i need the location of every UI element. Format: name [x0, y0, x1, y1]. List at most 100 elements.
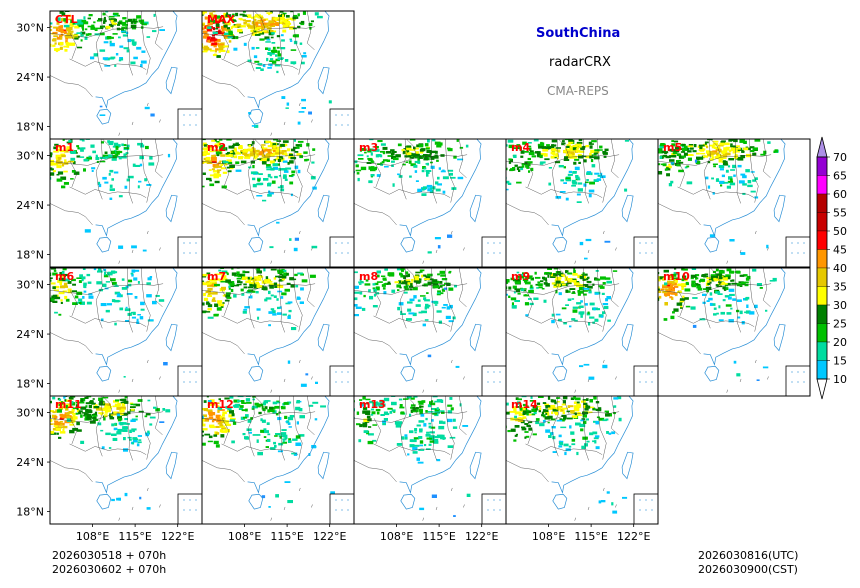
panel-label: m4 [511, 141, 530, 154]
panel-m7: m7 [201, 267, 355, 397]
south-china-sea-inset [785, 365, 811, 397]
lat-tick-label: 18°N [16, 506, 44, 519]
lat-tick-label: 24°N [16, 71, 44, 84]
panel-label: m12 [207, 398, 234, 411]
south-china-sea-inset [633, 236, 659, 268]
panel-label: m14 [511, 398, 538, 411]
reflectivity-field [202, 139, 318, 252]
lon-tick-label: 108°E [380, 530, 413, 543]
panel-m5: m5 [657, 138, 811, 268]
colorbar-tick-label: 45 [833, 244, 847, 257]
lat-tick-label: 30°N [16, 150, 44, 163]
colorbar-tick-label: 15 [833, 355, 847, 368]
lat-tick-label: 18°N [16, 249, 44, 262]
reflectivity-field [506, 139, 630, 260]
region-title: SouthChina [536, 26, 621, 41]
panel-m6: m6 30°N 24°N 18°N [16, 267, 203, 397]
south-china-sea-inset [633, 493, 659, 525]
panel-m12: m12 108°E 115°E 122°E [201, 395, 355, 543]
panel-label: m1 [55, 141, 74, 154]
panel-label: m5 [663, 141, 682, 154]
south-china-sea-inset [177, 493, 203, 525]
panel-label: m10 [663, 270, 690, 283]
colorbar-tick-label: 20 [833, 336, 847, 349]
reflectivity-field [50, 139, 171, 252]
south-china-sea-inset [329, 365, 355, 397]
colorbar-tick-label: 10 [833, 373, 847, 386]
colorbar-segment [816, 360, 828, 380]
reflectivity-field [658, 268, 777, 381]
reflectivity-field [658, 139, 779, 255]
system-title: CMA-REPS [547, 84, 609, 98]
lon-tick-label: 115°E [574, 530, 607, 543]
panel-m8: m8 [353, 267, 507, 397]
south-china-sea-inset [177, 365, 203, 397]
lon-tick-label: 115°E [270, 530, 303, 543]
colorbar-segment [816, 249, 828, 269]
colorbar: 70 65 60 55 50 45 40 35 30 25 20 15 10 [816, 136, 847, 400]
panel-label: m7 [207, 270, 226, 283]
lat-tick-label: 24°N [16, 456, 44, 469]
lon-tick-label: 108°E [76, 530, 109, 543]
colorbar-tick-label: 35 [833, 281, 847, 294]
colorbar-tick-label: 70 [833, 151, 847, 164]
panel-m2: m2 [201, 138, 355, 268]
init-time-utc: 2026030518 + 070h [52, 549, 167, 562]
colorbar-tick-label: 50 [833, 225, 847, 238]
south-china-sea-inset [329, 236, 355, 268]
reflectivity-field [354, 396, 471, 517]
colorbar-segment [816, 286, 828, 306]
south-china-sea-inset [329, 493, 355, 525]
colorbar-tick-label: 30 [833, 299, 847, 312]
valid-time-utc: 2026030816(UTC) [698, 549, 799, 562]
panel-label: m6 [55, 270, 74, 283]
lon-tick-label: 108°E [228, 530, 261, 543]
lat-tick-label: 24°N [16, 199, 44, 212]
colorbar-tick-label: 60 [833, 188, 847, 201]
colorbar-segment [816, 304, 828, 324]
colorbar-segment [816, 323, 828, 343]
south-china-sea-inset [177, 236, 203, 268]
panel-label: m9 [511, 270, 530, 283]
colorbar-tick-label: 55 [833, 207, 847, 220]
lat-tick-label: 30°N [16, 407, 44, 420]
panel-label: MAX [207, 13, 235, 26]
colorbar-segment [816, 175, 828, 195]
panel-label: m8 [359, 270, 378, 283]
colorbar-tick-label: 40 [833, 262, 847, 275]
reflectivity-field [50, 268, 168, 378]
colorbar-segment [816, 193, 828, 213]
reflectivity-field [506, 396, 628, 514]
panel-m9: m9 [505, 267, 659, 397]
south-china-sea-inset [481, 236, 507, 268]
reflectivity-field [506, 268, 618, 380]
panel-label: CTL [55, 13, 78, 26]
lat-tick-label: 30°N [16, 279, 44, 292]
lon-tick-label: 122°E [313, 530, 346, 543]
south-china-sea-inset [785, 236, 811, 268]
colorbar-segment [816, 212, 828, 232]
south-china-sea-inset [481, 365, 507, 397]
reflectivity-field [202, 268, 318, 387]
panel-m13: m13 108°E 115°E 122°E [353, 395, 507, 543]
lon-tick-label: 122°E [617, 530, 650, 543]
south-china-sea-inset [177, 108, 203, 140]
colorbar-segment [816, 156, 828, 176]
lon-tick-label: 115°E [118, 530, 151, 543]
south-china-sea-inset [329, 108, 355, 140]
lat-tick-label: 30°N [16, 22, 44, 35]
lat-tick-label: 18°N [16, 121, 44, 134]
panel-ctl: CTL 30°N 24°N 18°N [16, 10, 203, 140]
lat-tick-label: 24°N [16, 328, 44, 341]
init-time-cst: 2026030602 + 070h [52, 563, 167, 576]
panel-m3: m3 [353, 138, 507, 268]
lon-tick-label: 122°E [161, 530, 194, 543]
lon-tick-label: 122°E [465, 530, 498, 543]
colorbar-segment [816, 267, 828, 287]
lat-tick-label: 18°N [16, 378, 44, 391]
colorbar-tick-label: 65 [833, 170, 847, 183]
reflectivity-field [202, 11, 332, 128]
panel-max: MAX [201, 10, 355, 140]
panel-m14: m14 108°E 115°E 122°E [505, 395, 659, 543]
